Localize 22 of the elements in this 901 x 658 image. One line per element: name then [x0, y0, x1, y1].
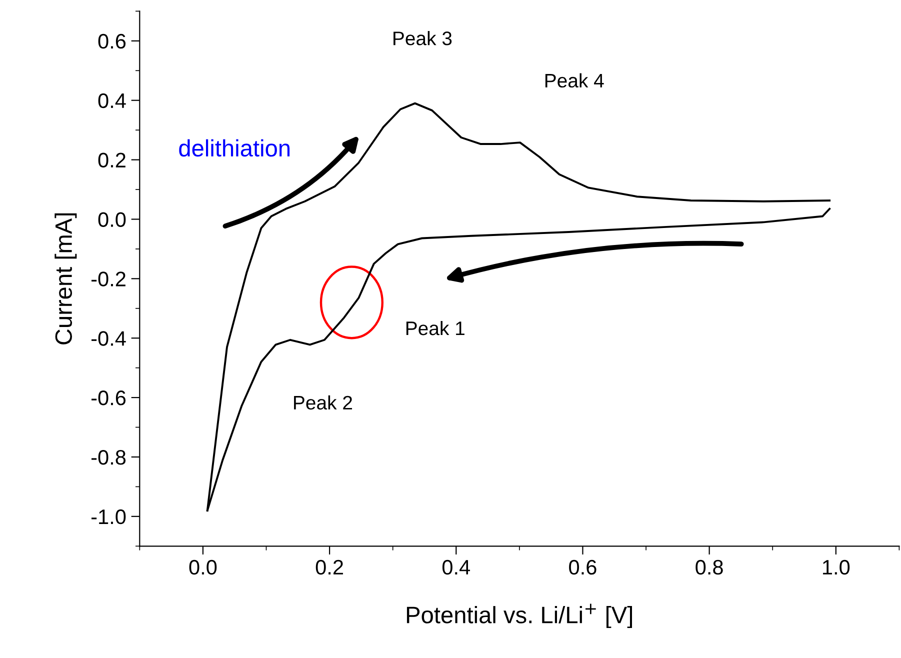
x-tick-label: 0.4 — [442, 560, 470, 575]
annotation: Peak 4 — [545, 73, 604, 88]
y-tick-label: -0.8 — [91, 450, 126, 465]
y-tick-label: 0.0 — [98, 212, 126, 227]
y-tick-label: -0.6 — [91, 390, 126, 406]
annotation: Peak 3 — [394, 31, 452, 46]
x-tick-label: 0.6 — [569, 560, 596, 575]
x-tick-label: 0.0 — [189, 560, 217, 575]
y-tick-label: -0.2 — [91, 272, 126, 286]
x-tick-label: 0.2 — [316, 560, 343, 575]
x-tick-label: 1.0 — [823, 560, 850, 575]
x-tick-label: 0.8 — [696, 560, 723, 575]
annotation: delithiation — [179, 139, 290, 157]
annotation: Peak 1 — [406, 320, 464, 336]
y-tick-label: 0.6 — [98, 34, 126, 49]
y-tick-label: -1.0 — [91, 509, 126, 524]
x-axis-title: Potential vs. Li/Li$^{+}$ [V] — [406, 604, 632, 628]
y-tick-label: -0.4 — [91, 331, 126, 346]
y-axis-title: Current [mA] — [54, 213, 77, 344]
y-tick-label: 0.2 — [98, 152, 126, 168]
y-tick-label: 0.4 — [98, 93, 126, 108]
annotation: Peak 2 — [294, 395, 352, 410]
